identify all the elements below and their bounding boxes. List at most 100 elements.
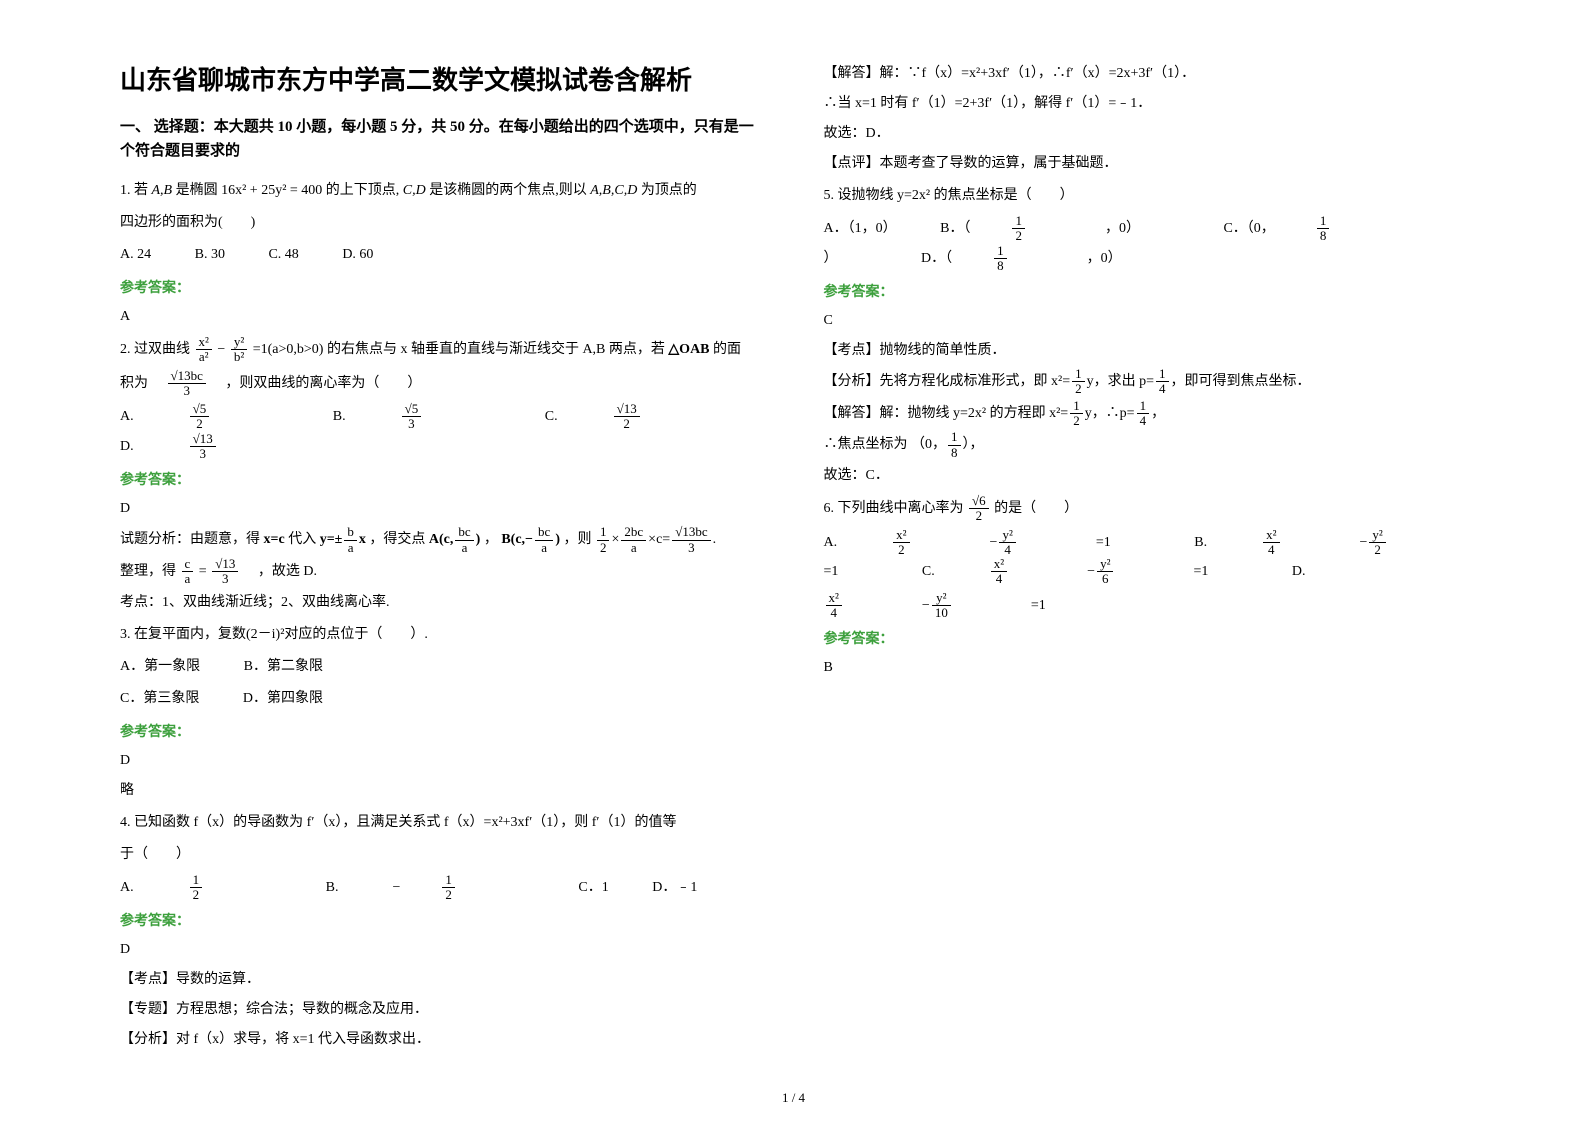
- q2-eq-tail: =1(a>0,b>0): [253, 342, 324, 357]
- q2-ana-f: ，则: [563, 532, 591, 547]
- q6-a-xn: x²: [893, 528, 909, 543]
- q4-optB-n: 1: [442, 873, 455, 888]
- q4-optB: B. −12: [326, 880, 535, 895]
- q5-optC-n: 1: [1317, 214, 1330, 229]
- q4-jd1: 【解答】解：∵f（x）=x²+3xf′（1），∴f′（x）=2x+3f′（1）．: [824, 60, 1468, 88]
- q6-d-eq: =1: [1031, 598, 1046, 613]
- q4-optA-l: A.: [120, 880, 148, 895]
- q2-text-d: 积为: [120, 376, 162, 391]
- q2-y2: y²: [231, 335, 247, 350]
- q4-dp: 【点评】本题考查了导数的运算，属于基础题．: [824, 150, 1468, 178]
- q4-answer: D: [120, 936, 764, 964]
- q5-optC-d: 8: [1317, 229, 1330, 243]
- q4-options: A. 12 B. −12 C．1 D．﹣1: [120, 873, 764, 903]
- q5-optA: A．（1，0）: [824, 221, 897, 236]
- q2-ana-y: y=±: [320, 532, 343, 547]
- q3-options-row1: A．第一象限 B．第二象限: [120, 653, 764, 681]
- q2-ana-eq: =: [199, 564, 207, 579]
- q2-stem-line2: 积为 √13bc3 ，则双曲线的离心率为（ ）: [120, 369, 764, 399]
- question-5: 5. 设抛物线 y=2x² 的焦点坐标是（ ） A．（1，0） B．（12，0）…: [824, 182, 1468, 490]
- q5-fx-b: y，求出 p=: [1087, 374, 1154, 389]
- q2-optC: C. √132: [545, 409, 720, 424]
- q1-text3: 的上下顶点,: [326, 183, 403, 198]
- q6-optD-l: D.: [1292, 564, 1320, 579]
- q5-fx-n: 1: [1072, 367, 1085, 382]
- q5-jd: 【解答】解：抛物线 y=2x² 的方程即 x²=12y，∴p=14，: [824, 399, 1468, 429]
- q2-x1: ×: [611, 532, 619, 547]
- q6-stem-b: 的是（ ）: [994, 501, 1078, 516]
- q2-area-num: √13bc: [168, 369, 206, 384]
- q4-optA-n: 1: [190, 873, 203, 888]
- q6-optD-eq: x²4−y²10=1: [824, 598, 1086, 613]
- q2-optB: B. √53: [333, 409, 501, 424]
- q3-optA: A．第一象限: [120, 659, 200, 674]
- q2-optD-label: D.: [120, 439, 148, 454]
- q6-b-xd: 4: [1263, 543, 1279, 557]
- q4-optD: D．﹣1: [652, 880, 697, 895]
- q2-hyperbola-eq: x²a² − y²b² =1(a>0,b>0): [194, 335, 324, 365]
- q1-text5: 为顶点的: [641, 183, 697, 198]
- q5-jd-a: 【解答】解：抛物线 y=2x² 的方程即 x²=: [824, 406, 1069, 421]
- q5-optD: D．（18，0）: [921, 251, 1162, 266]
- q3-answer-label: 参考答案：: [120, 721, 764, 741]
- q2-ana-B2: ): [555, 532, 560, 547]
- q2-ana2-a: 整理，得: [120, 564, 176, 579]
- q6-a-yd: 4: [999, 543, 1015, 557]
- q2-kaodian: 考点：1、双曲线渐近线；2、双曲线离心率.: [120, 589, 764, 617]
- q6-optD: D.: [1292, 564, 1360, 579]
- q5-fx-a: 【分析】先将方程化成标准形式，即 x²=: [824, 374, 1071, 389]
- q3-stem: 3. 在复平面内，复数(2－i)²对应的点位于（ ）.: [120, 621, 764, 649]
- q4-optA-d: 2: [190, 888, 203, 902]
- q3-optC: C．第三象限: [120, 691, 199, 706]
- q5-jd-pd: 4: [1137, 414, 1150, 428]
- q2-b2: b²: [231, 350, 247, 364]
- q2-half-d: 2: [597, 541, 610, 555]
- q2-optA-n: √5: [190, 402, 210, 417]
- q2-triangle: △OAB: [668, 342, 709, 357]
- q6-answer: B: [824, 654, 1468, 682]
- q5-jd-c: ，: [1151, 406, 1165, 421]
- q6-optC-l: C.: [922, 564, 949, 579]
- q2-options: A. √52 B. √53 C. √132 D. √133: [120, 402, 764, 461]
- q2-ana-An: bc: [455, 525, 473, 540]
- q1-eq: 16x² + 25y² = 400: [221, 183, 322, 198]
- q6-c-xd: 4: [991, 572, 1007, 586]
- q6-c-xn: x²: [991, 557, 1007, 572]
- content-columns: 山东省聊城市东方中学高二数学文模拟试卷含解析 一、 选择题：本大题共 10 小题…: [120, 60, 1467, 1060]
- q4-stem-b: 于（ ）: [120, 841, 764, 869]
- q2-x2: x²: [196, 335, 212, 350]
- q5-optC-l: C．（0，: [1223, 221, 1274, 236]
- q2-2bc-d: a: [621, 541, 646, 555]
- q6-b-eq: =1: [824, 564, 839, 579]
- q2-ana-yn: b: [344, 525, 357, 540]
- q2-ana2-b: ，故选 D.: [244, 564, 317, 579]
- q1-stem-line1: 1. 若 A,B 是椭圆 16x² + 25y² = 400 的上下顶点, C,…: [120, 177, 764, 205]
- q2-optC-label: C.: [545, 409, 572, 424]
- q6-d-yn: y²: [932, 591, 951, 606]
- section-1-head: 一、 选择题：本大题共 10 小题，每小题 5 分，共 50 分。在每小题给出的…: [120, 115, 764, 163]
- q6-optA-l: A.: [824, 535, 852, 550]
- q3-lue: 略: [120, 777, 764, 805]
- q2-ana-A2: ): [476, 532, 481, 547]
- q2-ana-Bd: a: [535, 541, 553, 555]
- q2-optD-d: 3: [190, 447, 216, 461]
- q2-answer: D: [120, 495, 764, 523]
- q2-optB-d: 3: [402, 417, 422, 431]
- q3-optB: B．第二象限: [244, 659, 323, 674]
- q6-b-yn: y²: [1369, 528, 1385, 543]
- q2-text-b: 的右焦点与 x 轴垂直的直线与渐近线交于 A,B 两点，若: [327, 342, 665, 357]
- q1-text: 1. 若: [120, 183, 148, 198]
- q2-optB-n: √5: [402, 402, 422, 417]
- q4-zt: 【专题】方程思想；综合法；导数的概念及应用．: [120, 996, 764, 1024]
- q2-text-a: 2. 过双曲线: [120, 342, 190, 357]
- q2-text-c: 的面: [713, 342, 741, 357]
- q2-optA-label: A.: [120, 409, 148, 424]
- q5-gx: 故选：C．: [824, 462, 1468, 490]
- q2-optB-label: B.: [333, 409, 360, 424]
- q2-ana-a: 试题分析：由题意，得: [120, 532, 260, 547]
- q6-c-yn: y²: [1097, 557, 1113, 572]
- doc-title: 山东省聊城市东方中学高二数学文模拟试卷含解析: [120, 60, 764, 97]
- q4-answer-label: 参考答案：: [120, 910, 764, 930]
- q4-optB-d: 2: [442, 888, 455, 902]
- q5-optB-t: ，0）: [1105, 221, 1140, 236]
